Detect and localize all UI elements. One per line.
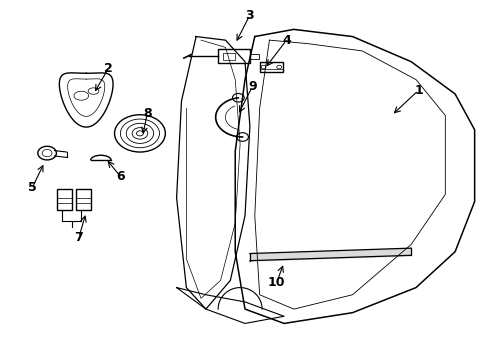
Bar bbox=[218, 49, 250, 63]
Text: 8: 8 bbox=[143, 107, 151, 120]
Bar bbox=[76, 189, 91, 211]
Text: 3: 3 bbox=[245, 9, 254, 22]
Text: 10: 10 bbox=[268, 276, 286, 289]
Text: 6: 6 bbox=[116, 170, 125, 183]
Text: 9: 9 bbox=[248, 80, 257, 93]
Text: 2: 2 bbox=[104, 62, 113, 75]
Bar bbox=[250, 54, 259, 59]
Text: 5: 5 bbox=[28, 181, 37, 194]
Bar bbox=[260, 62, 283, 72]
Bar bbox=[223, 53, 235, 60]
Text: 1: 1 bbox=[414, 84, 423, 97]
Text: 4: 4 bbox=[282, 33, 291, 47]
Bar bbox=[57, 189, 72, 211]
Text: 7: 7 bbox=[74, 231, 83, 244]
